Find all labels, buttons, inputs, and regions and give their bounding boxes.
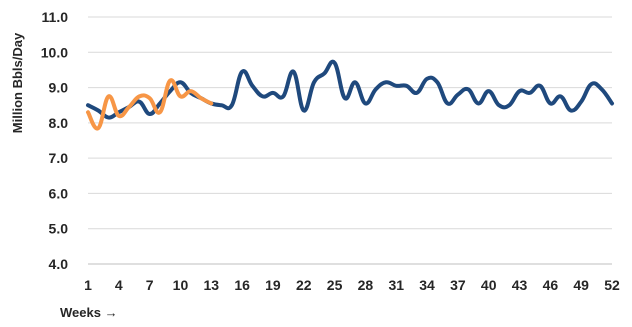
x-tick-label: 49 <box>573 277 589 293</box>
x-tick-label: 7 <box>146 277 154 293</box>
x-tick-label: 37 <box>450 277 466 293</box>
y-axis-title: Million Bbls/Day <box>10 32 25 133</box>
x-tick-label: 25 <box>327 277 343 293</box>
x-tick-label: 40 <box>481 277 497 293</box>
x-tick-label: 10 <box>173 277 189 293</box>
y-tick-label: 8.0 <box>49 115 69 131</box>
y-tick-label: 5.0 <box>49 221 69 237</box>
series-lines <box>86 59 614 131</box>
x-tick-label: 46 <box>543 277 559 293</box>
y-tick-label: 7.0 <box>49 150 69 166</box>
y-tick-label: 9.0 <box>49 80 69 96</box>
y-tick-label: 6.0 <box>49 185 69 201</box>
y-tick-label: 4.0 <box>49 256 69 272</box>
y-tick-label: 11.0 <box>42 9 69 25</box>
x-tick-label: 13 <box>204 277 220 293</box>
x-tick-label: 1 <box>84 277 92 293</box>
x-axis-ticks: 1 4 7 10 13 16 19 22 25 28 31 34 37 40 43 46 49 52 <box>84 277 620 293</box>
x-tick-label: 31 <box>388 277 404 293</box>
x-tick-label: 34 <box>419 277 435 293</box>
series-line-2 <box>86 78 214 131</box>
y-tick-label: 10.0 <box>41 44 68 60</box>
x-tick-label: 19 <box>265 277 281 293</box>
x-tick-label: 4 <box>115 277 123 293</box>
x-tick-label: 52 <box>604 277 620 293</box>
x-axis-title: Weeks → <box>60 305 118 320</box>
x-tick-label: 28 <box>358 277 374 293</box>
x-tick-label: 43 <box>512 277 528 293</box>
gridlines <box>88 16 612 265</box>
x-tick-label: 16 <box>234 277 250 293</box>
x-tick-label: 22 <box>296 277 312 293</box>
y-axis-ticks: 4.0 5.0 6.0 7.0 8.0 9.0 10.0 11.0 <box>41 9 68 272</box>
